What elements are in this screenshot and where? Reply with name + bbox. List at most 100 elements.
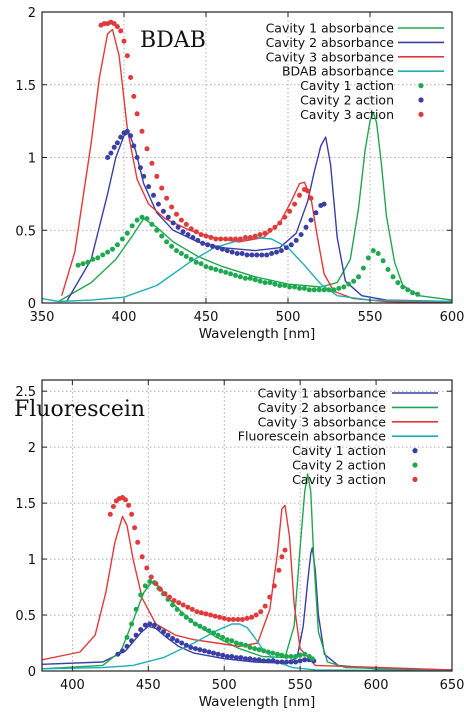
data-point <box>235 617 241 622</box>
data-point <box>133 632 139 638</box>
data-point <box>202 648 207 654</box>
data-point <box>174 606 180 612</box>
x-tick-label: 400 <box>60 678 85 693</box>
data-point <box>126 502 132 508</box>
data-point <box>287 284 293 290</box>
data-point <box>208 612 214 618</box>
data-point <box>197 623 203 629</box>
legend-label: Cavity 1 absorbance <box>266 21 395 36</box>
data-point <box>233 655 239 661</box>
series-points-7 <box>107 495 288 622</box>
data-point <box>175 224 181 230</box>
data-point <box>219 246 225 252</box>
data-point <box>218 268 224 274</box>
data-point <box>265 658 271 664</box>
data-point <box>259 252 265 258</box>
data-point <box>258 609 264 615</box>
data-point <box>180 602 186 608</box>
data-point <box>183 253 189 259</box>
chart-title: BDAB <box>140 28 206 53</box>
data-point <box>124 230 130 236</box>
data-point <box>205 242 211 248</box>
x-tick-label: 450 <box>136 678 161 693</box>
data-point <box>110 504 116 509</box>
data-point <box>213 236 219 242</box>
legend-label: Cavity 3 absorbance <box>258 414 387 429</box>
data-point <box>134 111 140 117</box>
data-point <box>301 285 307 291</box>
data-point <box>149 221 155 227</box>
data-point <box>167 594 173 600</box>
data-point <box>395 280 401 286</box>
data-point <box>262 603 268 609</box>
data-point <box>137 165 143 171</box>
data-point <box>107 511 113 517</box>
data-point <box>326 287 332 293</box>
data-point <box>105 155 111 160</box>
data-point <box>183 221 189 227</box>
data-point <box>274 659 280 665</box>
data-point <box>138 592 144 598</box>
data-point <box>298 232 304 238</box>
data-point <box>203 233 209 239</box>
data-point <box>321 287 327 293</box>
x-tick-label: 350 <box>30 310 55 325</box>
data-point <box>262 280 268 286</box>
data-point <box>297 658 303 664</box>
data-point <box>293 659 299 665</box>
data-point <box>208 265 214 271</box>
data-point <box>212 613 218 619</box>
data-point <box>272 224 278 230</box>
legend-point-swatch <box>418 97 424 103</box>
data-point <box>108 150 114 156</box>
data-point <box>256 657 262 663</box>
data-point <box>293 654 299 659</box>
data-point <box>276 567 282 573</box>
data-point <box>128 75 134 80</box>
data-point <box>139 554 145 560</box>
data-point <box>282 214 288 220</box>
data-point <box>224 248 230 254</box>
data-point <box>162 591 168 597</box>
data-point <box>206 649 212 655</box>
data-point <box>351 278 357 284</box>
data-point <box>252 657 258 663</box>
data-point <box>341 284 347 290</box>
data-point <box>217 614 223 620</box>
chart-panel-1: 350 400 450 500 550 600 0 0.5 1 1.5 2 Wavelength [n… <box>15 6 464 342</box>
data-point <box>129 621 135 627</box>
series-points-6 <box>124 579 315 662</box>
x-tick-label: 600 <box>364 678 389 693</box>
data-point <box>221 615 227 621</box>
y-tick-label: 1.5 <box>15 497 36 512</box>
data-point <box>114 140 120 146</box>
data-point <box>149 160 155 166</box>
data-point <box>129 511 135 517</box>
data-point <box>160 208 166 214</box>
y-tick-label: 0.5 <box>15 609 36 624</box>
data-point <box>228 271 234 277</box>
data-point <box>297 652 303 658</box>
data-point <box>233 236 238 242</box>
data-point <box>239 617 245 622</box>
data-point <box>302 657 308 663</box>
data-point <box>346 281 352 287</box>
data-point <box>224 637 230 643</box>
data-point <box>229 638 235 644</box>
series-line-3 <box>42 504 452 671</box>
data-point <box>131 143 137 149</box>
data-point <box>223 269 229 275</box>
legend-label: Cavity 3 action <box>300 107 394 122</box>
series-points-6 <box>105 128 327 258</box>
data-point <box>179 640 185 646</box>
data-point <box>336 285 342 291</box>
data-point <box>176 600 182 606</box>
data-point <box>247 275 253 281</box>
data-point <box>178 251 184 256</box>
data-point <box>154 173 160 179</box>
data-point <box>252 233 258 239</box>
data-point <box>202 626 207 631</box>
data-point <box>169 243 175 249</box>
data-point <box>370 248 376 254</box>
data-point <box>211 630 217 636</box>
